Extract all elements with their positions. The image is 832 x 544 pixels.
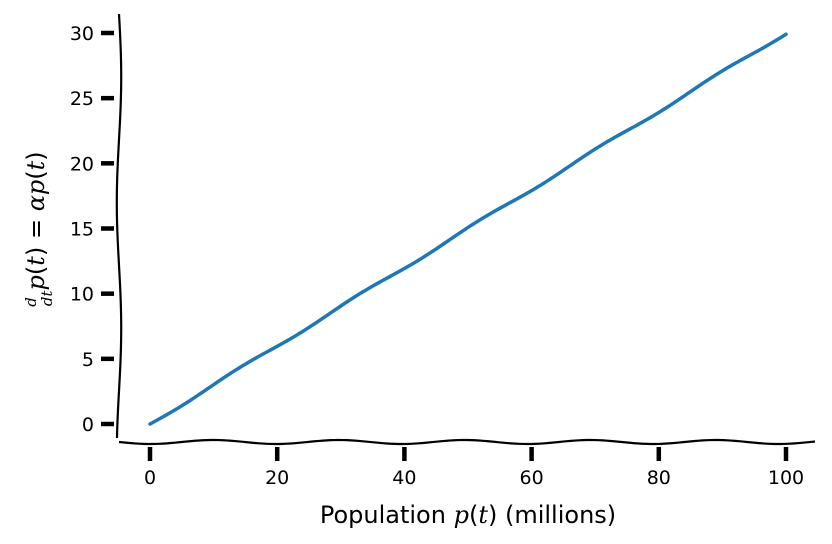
svg-text:ddtp(t) = αp(t): ddtp(t) = αp(t) <box>22 151 56 306</box>
x-tick-label: 40 <box>392 467 416 489</box>
axes <box>115 13 816 446</box>
x-axis-label: Population p(t) (millions) <box>320 501 616 529</box>
x-tick-label: 0 <box>144 467 156 489</box>
y-tick-label: 5 <box>82 349 94 371</box>
y-tick-label: 0 <box>82 414 94 436</box>
x-axis-spine <box>118 438 816 446</box>
x-tick-label: 100 <box>768 467 804 489</box>
y-tick-label: 15 <box>70 219 94 241</box>
series-line-0 <box>148 32 788 426</box>
y-tick-label: 30 <box>70 23 94 45</box>
x-tick-label: 20 <box>265 467 289 489</box>
x-tick-label: 60 <box>520 467 544 489</box>
x-ticks: 0 20 40 60 80 100 <box>144 447 804 489</box>
y-tick-label: 20 <box>70 153 94 175</box>
y-ticks: 0 5 10 15 20 25 30 <box>70 23 114 436</box>
y-axis-spine <box>115 13 123 439</box>
y-axis-label: ddtp(t) = αp(t) <box>22 151 56 306</box>
x-tick-label: 80 <box>647 467 671 489</box>
series-layer <box>148 32 788 426</box>
y-tick-label: 25 <box>70 88 94 110</box>
y-tick-label: 10 <box>70 284 94 306</box>
